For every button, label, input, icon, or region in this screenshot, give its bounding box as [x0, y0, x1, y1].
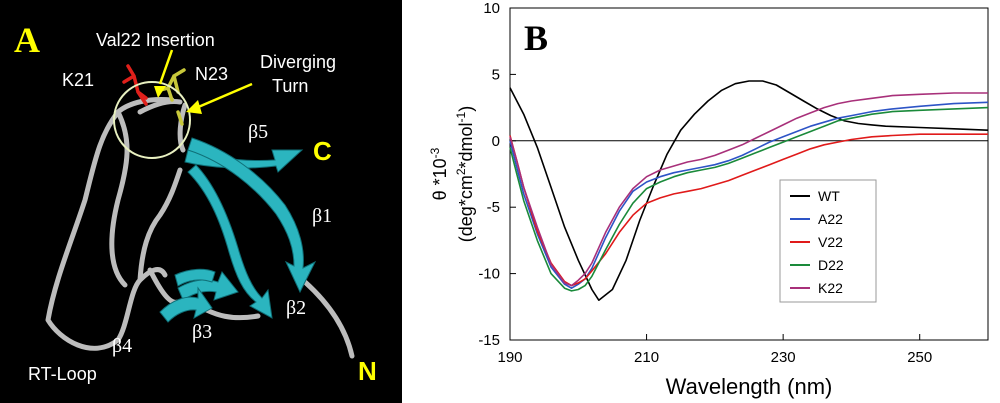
insertion-arrow	[158, 49, 174, 85]
y-tick-label: -5	[487, 199, 500, 216]
legend-label-v22: V22	[818, 234, 843, 250]
insertion-label: Val22 Insertion	[96, 30, 215, 50]
panel-b-letter: B	[524, 18, 548, 58]
y-axis-label: θ *10-3 (deg*cm2*dmol-1)	[428, 106, 476, 242]
series-line-a22	[509, 101, 989, 290]
y-label-sup-1: -1	[454, 111, 468, 122]
x-tick-label: 210	[634, 349, 659, 366]
loop-coil	[45, 97, 355, 359]
structure-svg: A Val22 Insertion K21 N23 Diverging Turn…	[14, 20, 377, 386]
k21-sidechain	[122, 64, 148, 106]
strand-b3b	[174, 268, 216, 287]
rt-loop-label: RT-Loop	[28, 364, 97, 384]
b4-label: β4	[112, 335, 132, 357]
n23-label: N23	[195, 64, 228, 84]
strand-b3	[177, 271, 239, 301]
strand-b1	[187, 137, 317, 294]
y-tick-label: 5	[492, 66, 500, 83]
strand-b2	[187, 164, 273, 319]
legend-label-k22: K22	[818, 280, 843, 296]
n23-sidechain	[158, 68, 186, 126]
panel-a-letter: A	[14, 20, 40, 60]
y-tick-label: -15	[478, 332, 500, 349]
plot-frame	[509, 7, 989, 341]
b2-label: β2	[286, 297, 306, 319]
panel-b-chart: 190 210 230 250 -15 -10 -5 0 5 10 B Wavelength (…	[402, 0, 1000, 403]
panel-a-structure: A Val22 Insertion K21 N23 Diverging Turn…	[0, 0, 402, 403]
x-tick-label: 190	[497, 349, 522, 366]
y-axis-label-line1: θ *10-3	[428, 147, 450, 200]
insertion-highlight-circle	[113, 81, 191, 159]
insertion-arrowhead	[154, 86, 166, 98]
b1-label: β1	[312, 205, 332, 227]
strand-b4	[159, 286, 213, 323]
x-axis-label: Wavelength (nm)	[666, 374, 833, 399]
legend-items: WT A22 V22 D22 K22	[790, 188, 844, 296]
b3-label: β3	[192, 321, 212, 343]
legend-label-wt: WT	[818, 188, 840, 204]
y-ticks: -15 -10 -5 0 5 10	[478, 0, 516, 349]
loop-top	[137, 99, 183, 115]
series-line-k22	[509, 92, 988, 287]
y-tick-label: 10	[483, 0, 500, 17]
legend-label-a22: A22	[818, 211, 843, 227]
series-lines	[509, 80, 989, 302]
turn-arrow	[195, 82, 253, 110]
c-terminus-label: C	[313, 136, 332, 166]
series-line-d22	[509, 106, 989, 292]
k21-label: K21	[62, 70, 94, 90]
diverging-label-line2: Turn	[272, 76, 308, 96]
y-tick-label: -10	[478, 266, 500, 283]
y-label-sup2: 2	[454, 168, 468, 175]
x-tick-label: 230	[771, 349, 796, 366]
cd-spectra-chart: 190 210 230 250 -15 -10 -5 0 5 10 B Wavelength (…	[428, 0, 989, 399]
y-axis-label-line2: (deg*cm2*dmol-1)	[454, 106, 476, 242]
x-ticks: 190 210 230 250	[497, 334, 932, 366]
y-tick-label: 0	[492, 133, 500, 150]
diverging-label-line1: Diverging	[260, 52, 336, 72]
n-terminus-label: N	[358, 356, 377, 386]
series-line-wt	[509, 80, 989, 302]
x-tick-label: 250	[907, 349, 932, 366]
legend: WT A22 V22 D22 K22	[779, 179, 877, 303]
y-label-exp: -3	[428, 147, 442, 158]
legend-label-d22: D22	[818, 257, 844, 273]
turn-arrowhead	[186, 100, 202, 114]
b5-label: β5	[248, 121, 268, 143]
